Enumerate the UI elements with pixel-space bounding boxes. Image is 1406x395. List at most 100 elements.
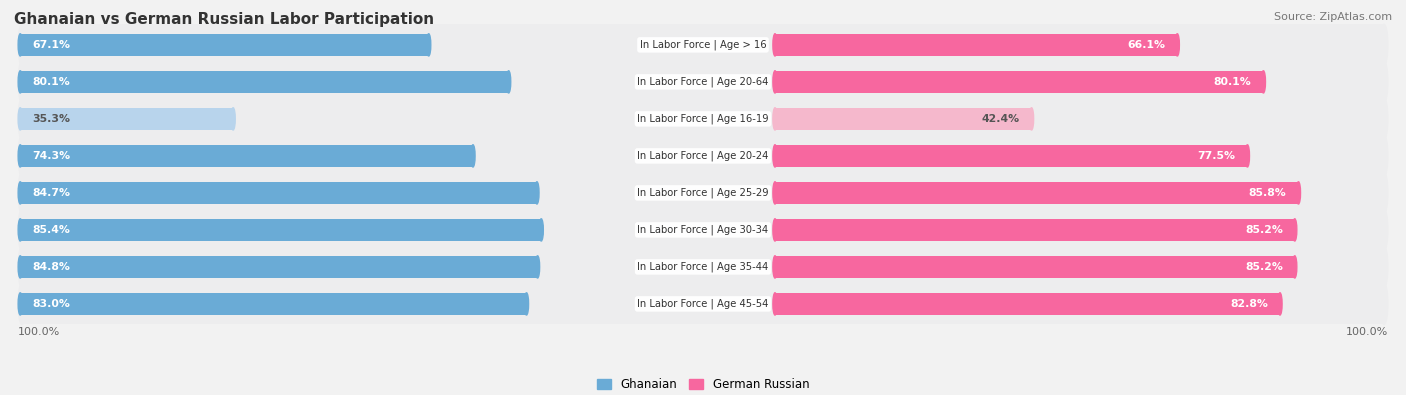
Bar [775,108,1032,130]
Bar [775,71,1264,93]
Legend: Ghanaian, German Russian: Ghanaian, German Russian [592,373,814,395]
Text: 83.0%: 83.0% [32,299,70,309]
Circle shape [18,34,22,56]
Circle shape [773,219,778,241]
Circle shape [1381,209,1388,250]
Bar [20,219,541,241]
Bar [20,256,537,278]
Circle shape [773,108,778,130]
Text: In Labor Force | Age 20-24: In Labor Force | Age 20-24 [637,150,769,161]
Bar [20,108,233,130]
Bar [775,219,1295,241]
Text: In Labor Force | Age 45-54: In Labor Force | Age 45-54 [637,299,769,309]
Circle shape [1381,61,1388,102]
Circle shape [1261,71,1265,93]
Bar [22,209,1384,250]
Circle shape [1296,182,1301,204]
Circle shape [1381,24,1388,66]
Bar [22,135,1384,177]
Circle shape [18,108,22,130]
Circle shape [231,108,235,130]
Bar [20,145,472,167]
Circle shape [536,256,540,278]
Text: 74.3%: 74.3% [32,151,70,161]
Circle shape [1381,246,1388,288]
Circle shape [1246,145,1250,167]
Circle shape [534,182,538,204]
Text: In Labor Force | Age > 16: In Labor Force | Age > 16 [640,40,766,50]
Circle shape [1381,172,1388,213]
Circle shape [18,98,25,139]
Circle shape [18,61,25,102]
Circle shape [1292,256,1296,278]
Text: 35.3%: 35.3% [32,114,70,124]
Text: In Labor Force | Age 30-34: In Labor Force | Age 30-34 [637,225,769,235]
Text: In Labor Force | Age 20-64: In Labor Force | Age 20-64 [637,77,769,87]
Text: Source: ZipAtlas.com: Source: ZipAtlas.com [1274,12,1392,22]
Circle shape [18,256,22,278]
Text: 85.8%: 85.8% [1249,188,1286,198]
Bar [775,145,1247,167]
Circle shape [1292,219,1296,241]
Text: 85.2%: 85.2% [1244,225,1282,235]
Circle shape [773,34,778,56]
Circle shape [18,293,22,315]
Text: In Labor Force | Age 35-44: In Labor Force | Age 35-44 [637,261,769,272]
Circle shape [18,71,22,93]
Text: 100.0%: 100.0% [18,327,60,337]
Bar [775,256,1295,278]
Circle shape [1381,283,1388,324]
Text: 82.8%: 82.8% [1230,299,1268,309]
Bar [20,71,509,93]
Bar [775,34,1177,56]
Text: 85.2%: 85.2% [1244,262,1282,272]
Text: 84.7%: 84.7% [32,188,70,198]
Circle shape [773,71,778,93]
Text: 84.8%: 84.8% [32,262,70,272]
Text: 67.1%: 67.1% [32,40,70,50]
Bar [20,34,429,56]
Circle shape [1381,135,1388,177]
Text: Ghanaian vs German Russian Labor Participation: Ghanaian vs German Russian Labor Partici… [14,12,434,27]
Circle shape [18,182,22,204]
Circle shape [18,145,22,167]
Bar [775,293,1279,315]
Circle shape [18,219,22,241]
Circle shape [773,182,778,204]
Circle shape [773,145,778,167]
Text: In Labor Force | Age 16-19: In Labor Force | Age 16-19 [637,114,769,124]
Bar [22,283,1384,324]
Text: 80.1%: 80.1% [1213,77,1251,87]
Circle shape [18,209,25,250]
Bar [775,182,1298,204]
Bar [22,98,1384,139]
Text: 66.1%: 66.1% [1128,40,1166,50]
Bar [22,246,1384,288]
Text: 42.4%: 42.4% [981,114,1019,124]
Circle shape [773,293,778,315]
Circle shape [524,293,529,315]
Bar [22,24,1384,66]
Text: 80.1%: 80.1% [32,77,70,87]
Bar [20,182,537,204]
Circle shape [18,24,25,66]
Circle shape [506,71,510,93]
Circle shape [773,256,778,278]
Circle shape [1175,34,1180,56]
Text: 100.0%: 100.0% [1346,327,1388,337]
Bar [22,172,1384,213]
Circle shape [471,145,475,167]
Circle shape [18,283,25,324]
Text: 85.4%: 85.4% [32,225,70,235]
Circle shape [1029,108,1033,130]
Text: In Labor Force | Age 25-29: In Labor Force | Age 25-29 [637,188,769,198]
Circle shape [18,172,25,213]
Circle shape [538,219,543,241]
Text: 77.5%: 77.5% [1198,151,1236,161]
Bar [22,61,1384,102]
Circle shape [1381,98,1388,139]
Circle shape [18,135,25,177]
Circle shape [426,34,430,56]
Circle shape [1278,293,1282,315]
Bar [20,293,526,315]
